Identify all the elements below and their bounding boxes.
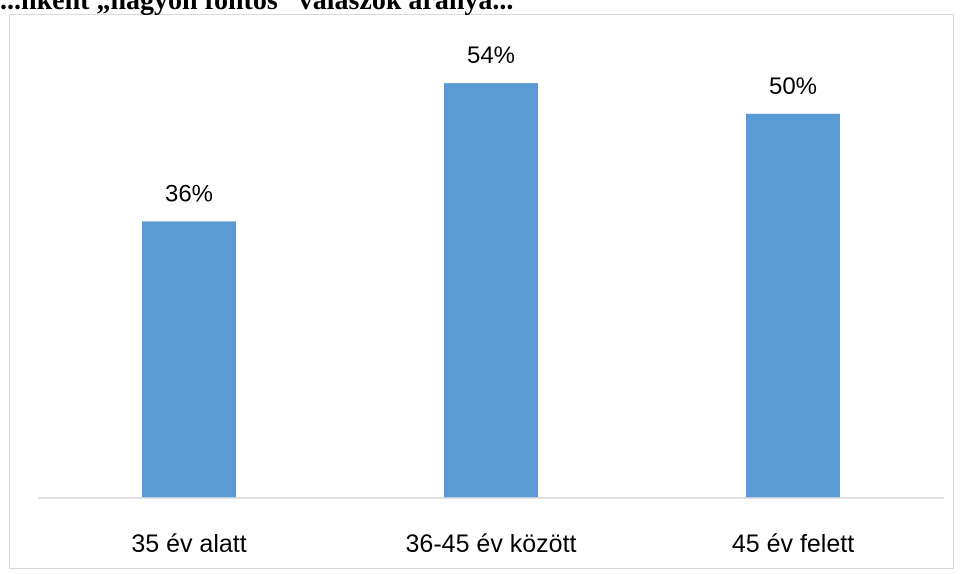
bars-group [142,83,840,499]
bar-35-ev-alatt [142,221,236,498]
category-label-36-45-ev-kozott: 36-45 év között [406,530,577,558]
value-labels-group: 36% 54% 50% [165,42,817,207]
category-labels-group: 35 év alatt 36-45 év között 45 év felett [131,530,854,558]
category-label-35-ev-alatt: 35 év alatt [131,530,246,558]
bar-36-45-ev-kozott [444,83,538,498]
value-label-35-ev-alatt: 36% [165,180,213,207]
caption-fragment: ...nként „nagyon fontos” válaszok aránya… [0,0,514,16]
value-label-36-45-ev-kozott: 54% [467,42,515,69]
value-label-45-ev-felett: 50% [769,73,817,100]
bar-45-ev-felett [746,113,840,499]
category-label-45-ev-felett: 45 év felett [732,530,854,558]
